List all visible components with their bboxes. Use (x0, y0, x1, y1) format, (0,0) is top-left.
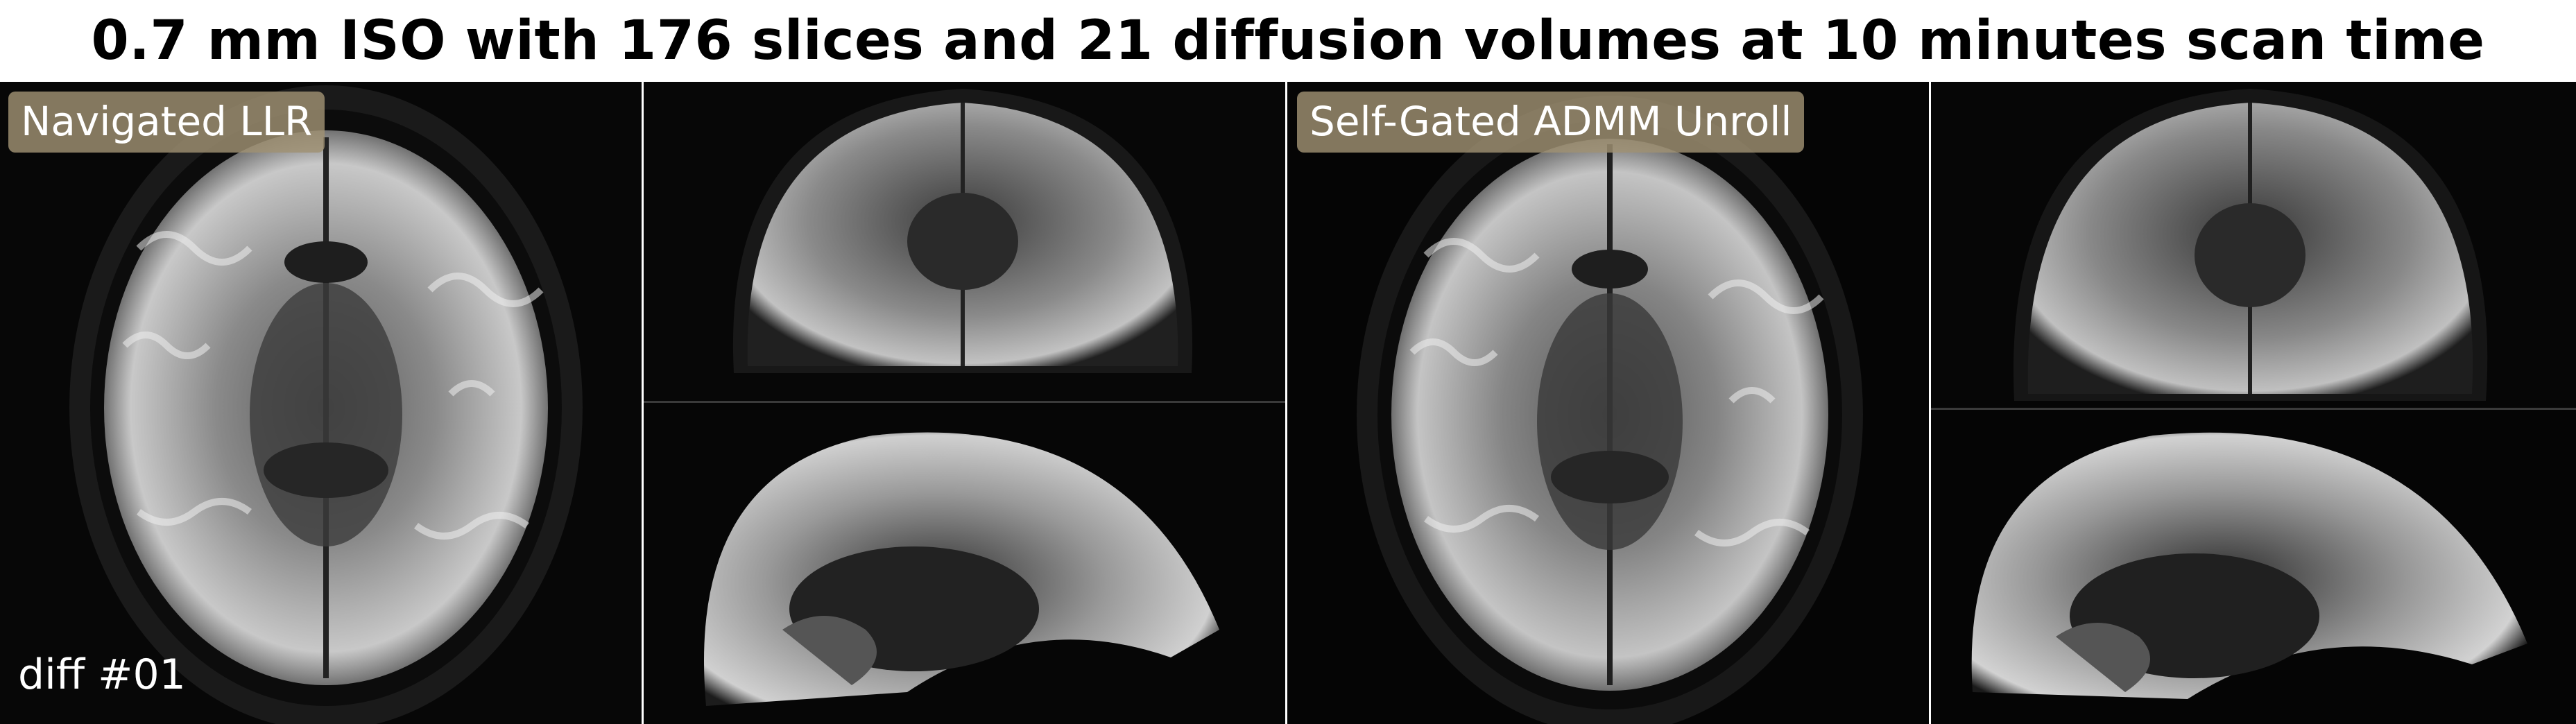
panel-divider (1285, 82, 1287, 724)
coronal-sagittal-brain-image (644, 82, 1285, 724)
image-panels: Navigated LLR diff #01 (0, 82, 2576, 724)
panel-divider (1929, 82, 1931, 724)
coronal-sagittal-brain-image (1931, 82, 2576, 724)
view-divider (644, 401, 1285, 403)
navigated-llr-coronal-sagittal-views (644, 82, 1285, 724)
diffusion-volume-label: diff #01 (18, 650, 186, 699)
panel-divider (642, 82, 644, 724)
figure-title: 0.7 mm ISO with 176 slices and 21 diffus… (91, 10, 2485, 72)
axial-brain-image (0, 82, 642, 724)
navigated-llr-axial-view: Navigated LLR diff #01 (0, 82, 642, 724)
view-divider (1931, 408, 2576, 410)
method-label: Self-Gated ADMM Unroll (1297, 92, 1805, 153)
self-gated-admm-coronal-sagittal-views (1931, 82, 2576, 724)
method-label: Navigated LLR (8, 92, 325, 153)
self-gated-admm-axial-view: Self-Gated ADMM Unroll (1287, 82, 1929, 724)
axial-brain-image (1287, 82, 1929, 724)
